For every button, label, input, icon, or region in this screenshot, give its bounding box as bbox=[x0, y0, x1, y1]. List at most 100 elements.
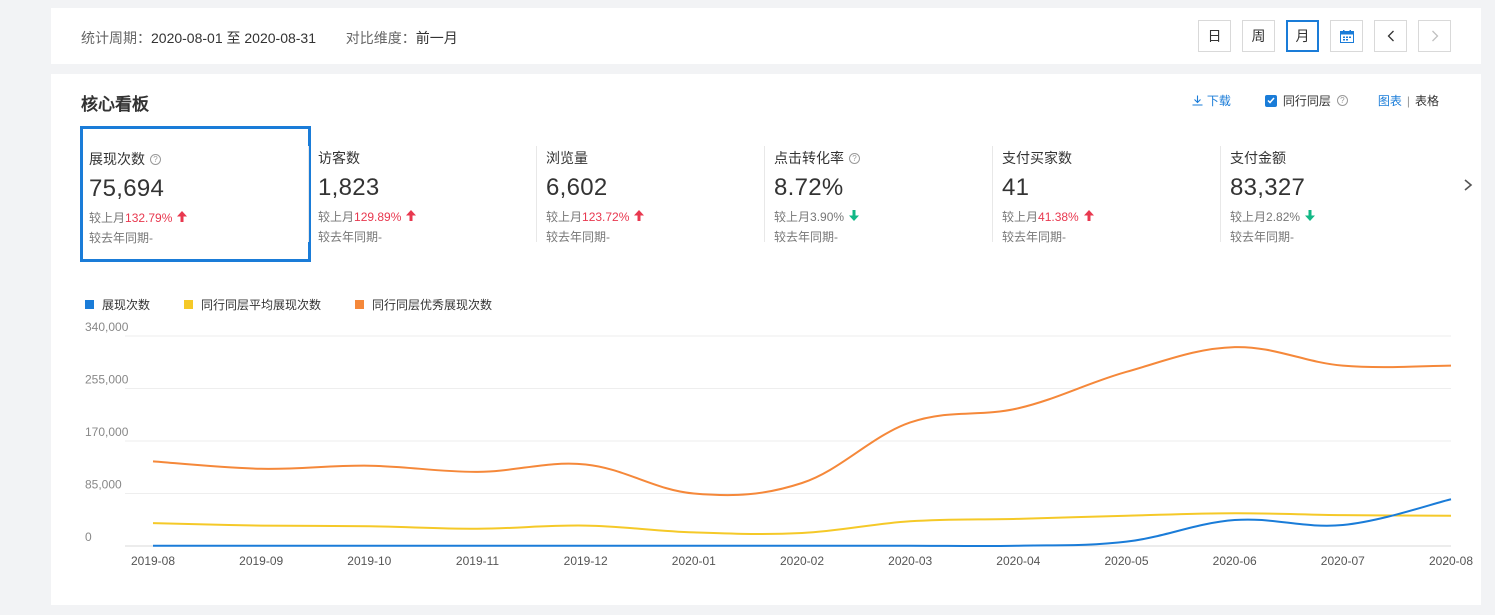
mom-value: 3.90% bbox=[810, 209, 845, 224]
y-tick-label: 0 bbox=[85, 530, 92, 544]
metrics-next-icon[interactable] bbox=[1461, 174, 1475, 196]
peer-checkbox[interactable] bbox=[1264, 94, 1277, 107]
x-tick-label: 2019-12 bbox=[564, 554, 608, 568]
arrow-up-icon bbox=[1083, 209, 1094, 224]
day-button[interactable]: 日 bbox=[1198, 20, 1231, 52]
metric-value: 41 bbox=[1002, 174, 1030, 201]
y-tick-label: 340,000 bbox=[85, 320, 129, 334]
y-tick-label: 170,000 bbox=[85, 425, 129, 439]
metric-name: 访客数 bbox=[318, 148, 528, 168]
view-chart-link[interactable]: 图表 bbox=[1377, 94, 1402, 108]
period-value: 2020-08-01 至 2020-08-31 bbox=[151, 30, 317, 46]
period-info: 统计周期：2020-08-01 至 2020-08-31 对比维度：前一月 bbox=[81, 28, 458, 48]
next-period-button[interactable] bbox=[1418, 20, 1451, 52]
view-switch: 图表 | 表格 bbox=[1378, 92, 1439, 109]
x-tick-label: 2020-05 bbox=[1104, 554, 1148, 568]
metric-mom: 较上月 2.82% bbox=[1230, 208, 1440, 225]
y-tick-label: 255,000 bbox=[85, 373, 129, 387]
metric-mom: 较上月 41.38% bbox=[1002, 208, 1212, 225]
mom-label: 较上月 bbox=[89, 211, 126, 225]
metric-yoy: 较去年同期- bbox=[318, 230, 382, 244]
legend-swatch bbox=[85, 300, 94, 309]
arrow-up-icon bbox=[177, 210, 188, 225]
metric-name-text: 浏览量 bbox=[546, 150, 588, 166]
y-tick-label: 85,000 bbox=[85, 478, 122, 492]
metric-name-text: 支付买家数 bbox=[1002, 150, 1072, 166]
check-icon bbox=[1267, 97, 1275, 104]
mom-label: 较上月 bbox=[1002, 210, 1039, 224]
metric-mom: 较上月 129.89% bbox=[318, 208, 528, 225]
metric-yoy: 较去年同期- bbox=[89, 231, 153, 245]
compare-value: 前一月 bbox=[415, 30, 458, 46]
panel-title: 核心看板 bbox=[81, 95, 149, 114]
mom-label: 较上月 bbox=[1230, 210, 1267, 224]
help-icon: ? bbox=[849, 152, 860, 164]
metric-value: 75,694 bbox=[89, 175, 165, 202]
peer-toggle[interactable]: 同行同层 ? bbox=[1264, 92, 1348, 109]
metric-name-text: 展现次数 bbox=[89, 151, 145, 167]
series-line-peer-average bbox=[152, 512, 1452, 536]
x-tick-label: 2020-06 bbox=[1213, 554, 1257, 568]
metric-mom: 较上月 3.90% bbox=[774, 208, 984, 225]
metric-name-text: 访客数 bbox=[318, 150, 360, 166]
help-icon: ? bbox=[150, 153, 161, 165]
arrow-down-icon bbox=[849, 209, 860, 224]
legend-item[interactable]: 同行同层平均展现次数 bbox=[184, 296, 321, 313]
series-line-impressions bbox=[153, 498, 1452, 548]
period-buttons: 日 周 月 bbox=[1198, 20, 1451, 52]
arrow-down-icon bbox=[1305, 209, 1316, 224]
download-link[interactable]: 下载 bbox=[1192, 92, 1231, 109]
mom-value: 123.72% bbox=[582, 209, 630, 224]
metric-card[interactable]: 浏览量 6,602 较上月 123.72% 较去年同期- bbox=[536, 146, 756, 244]
legend-label: 同行同层平均展现次数 bbox=[201, 298, 322, 312]
month-button[interactable]: 月 bbox=[1286, 20, 1319, 52]
chevron-right-icon bbox=[1431, 30, 1438, 42]
x-tick-label: 2020-08 bbox=[1429, 554, 1473, 568]
metric-mom: 较上月 132.79% bbox=[89, 209, 308, 226]
metric-name: 展现次数? bbox=[89, 149, 308, 169]
metric-card[interactable]: 支付金额 83,327 较上月 2.82% 较去年同期- bbox=[1220, 146, 1440, 244]
x-tick-label: 2019-11 bbox=[456, 554, 499, 568]
prev-period-button[interactable] bbox=[1374, 20, 1407, 52]
legend-item[interactable]: 展现次数 bbox=[85, 296, 150, 313]
metric-card[interactable]: 支付买家数 41 较上月 41.38% 较去年同期- bbox=[992, 146, 1212, 244]
metric-yoy: 较去年同期- bbox=[1002, 230, 1066, 244]
mom-label: 较上月 bbox=[318, 210, 355, 224]
mom-value: 41.38% bbox=[1038, 209, 1079, 224]
metric-value: 1,823 bbox=[318, 174, 380, 201]
x-tick-label: 2019-08 bbox=[131, 554, 175, 568]
metric-value: 8.72% bbox=[774, 174, 844, 201]
metric-name-text: 支付金额 bbox=[1230, 150, 1286, 166]
metric-name: 支付买家数 bbox=[1002, 148, 1212, 168]
panel-tools: 下载 同行同层 ? 图表 | 表格 bbox=[1192, 92, 1439, 109]
x-tick-label: 2019-10 bbox=[347, 554, 391, 568]
view-separator: | bbox=[1406, 93, 1410, 108]
x-tick-label: 2020-04 bbox=[996, 554, 1040, 568]
metric-value: 83,327 bbox=[1230, 174, 1306, 201]
mom-label: 较上月 bbox=[546, 210, 583, 224]
metric-yoy: 较去年同期- bbox=[1230, 230, 1294, 244]
legend-swatch bbox=[355, 300, 365, 309]
legend-label: 同行同层优秀展现次数 bbox=[372, 298, 493, 312]
week-button[interactable]: 周 bbox=[1242, 20, 1275, 52]
period-label: 统计周期： bbox=[81, 30, 151, 46]
chevron-left-icon bbox=[1387, 30, 1394, 42]
peer-label: 同行同层 bbox=[1282, 94, 1331, 108]
calendar-icon bbox=[1339, 29, 1354, 43]
help-icon: ? bbox=[1336, 95, 1348, 106]
metric-yoy: 较去年同期- bbox=[546, 230, 610, 244]
calendar-button[interactable] bbox=[1330, 20, 1363, 52]
metric-name: 支付金额 bbox=[1230, 148, 1440, 168]
download-label: 下载 bbox=[1206, 94, 1231, 108]
mom-label: 较上月 bbox=[774, 210, 811, 224]
metric-card[interactable]: 访客数 1,823 较上月 129.89% 较去年同期- bbox=[308, 146, 528, 244]
x-tick-label: 2019-09 bbox=[239, 554, 283, 568]
metric-card[interactable]: 点击转化率? 8.72% 较上月 3.90% 较去年同期- bbox=[764, 146, 984, 244]
view-table-link[interactable]: 表格 bbox=[1414, 94, 1439, 108]
metric-name: 浏览量 bbox=[546, 148, 756, 168]
metric-card[interactable]: 展现次数? 75,694 较上月 132.79% 较去年同期- bbox=[80, 126, 311, 262]
series-line-peer-top bbox=[152, 346, 1452, 497]
legend-item[interactable]: 同行同层优秀展现次数 bbox=[355, 296, 492, 313]
compare-label: 对比维度： bbox=[345, 30, 416, 46]
legend-swatch bbox=[184, 300, 194, 309]
